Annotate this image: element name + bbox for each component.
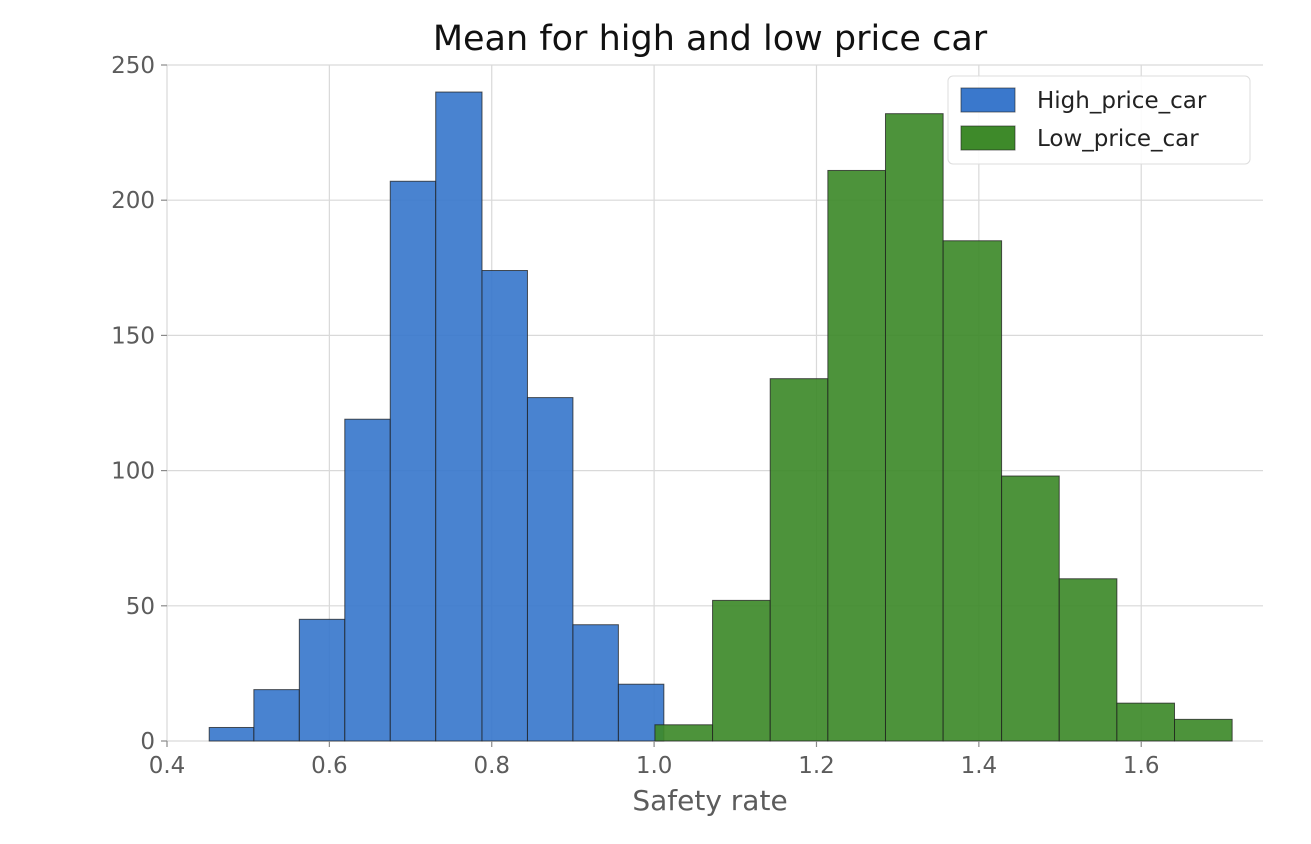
legend-label-high-price-car: High_price_car — [1037, 88, 1207, 114]
y-tick-label: 100 — [111, 459, 155, 485]
bars — [208, 91, 1233, 742]
bar-low-price-car — [1174, 718, 1233, 742]
bar-high-price-car — [253, 689, 300, 742]
bar-high-price-car — [298, 618, 346, 742]
bar-low-price-car — [1116, 702, 1176, 742]
bar-low-price-car — [1058, 578, 1118, 742]
bar-low-price-car — [827, 169, 886, 742]
x-tick-label: 1.0 — [636, 753, 673, 779]
bar-high-price-car — [435, 91, 483, 742]
bar-high-price-car — [389, 180, 437, 742]
legend-label-low-price-car: Low_price_car — [1037, 126, 1199, 152]
y-tick-label: 200 — [111, 188, 155, 214]
y-tick-label: 150 — [111, 323, 155, 349]
legend: High_price_car Low_price_car — [947, 75, 1251, 165]
x-tick-label: 0.4 — [149, 753, 186, 779]
x-tick-label: 1.2 — [798, 753, 835, 779]
bar-high-price-car — [344, 418, 391, 742]
legend-box — [947, 75, 1251, 165]
y-tick-label: 50 — [126, 594, 155, 620]
bar-high-price-car — [572, 624, 619, 742]
axes: 0.4 0.6 0.8 1.0 1.2 1.4 1.6 0 50 100 150 200 250 — [111, 53, 1159, 779]
legend-swatch-low-price-car — [960, 125, 1016, 151]
chart-title: Mean for high and low price car — [433, 19, 988, 59]
x-tick-label: 0.6 — [311, 753, 348, 779]
bar-low-price-car — [1001, 475, 1060, 742]
x-tick-label: 1.4 — [961, 753, 998, 779]
legend-swatch-high-price-car — [960, 87, 1016, 113]
bar-high-price-car — [481, 270, 528, 742]
x-tick-label: 0.8 — [473, 753, 510, 779]
bar-low-price-car — [769, 378, 829, 742]
y-tick-label: 250 — [111, 53, 155, 79]
bar-low-price-car — [654, 724, 714, 742]
bar-low-price-car — [712, 599, 771, 742]
y-tick-label: 0 — [140, 729, 155, 755]
bar-high-price-car — [526, 397, 574, 742]
bar-low-price-car — [942, 240, 1003, 742]
x-tick-label: 1.6 — [1123, 753, 1160, 779]
bar-high-price-car — [208, 726, 255, 742]
x-axis-label: Safety rate — [632, 784, 787, 817]
bar-low-price-car — [884, 113, 944, 742]
